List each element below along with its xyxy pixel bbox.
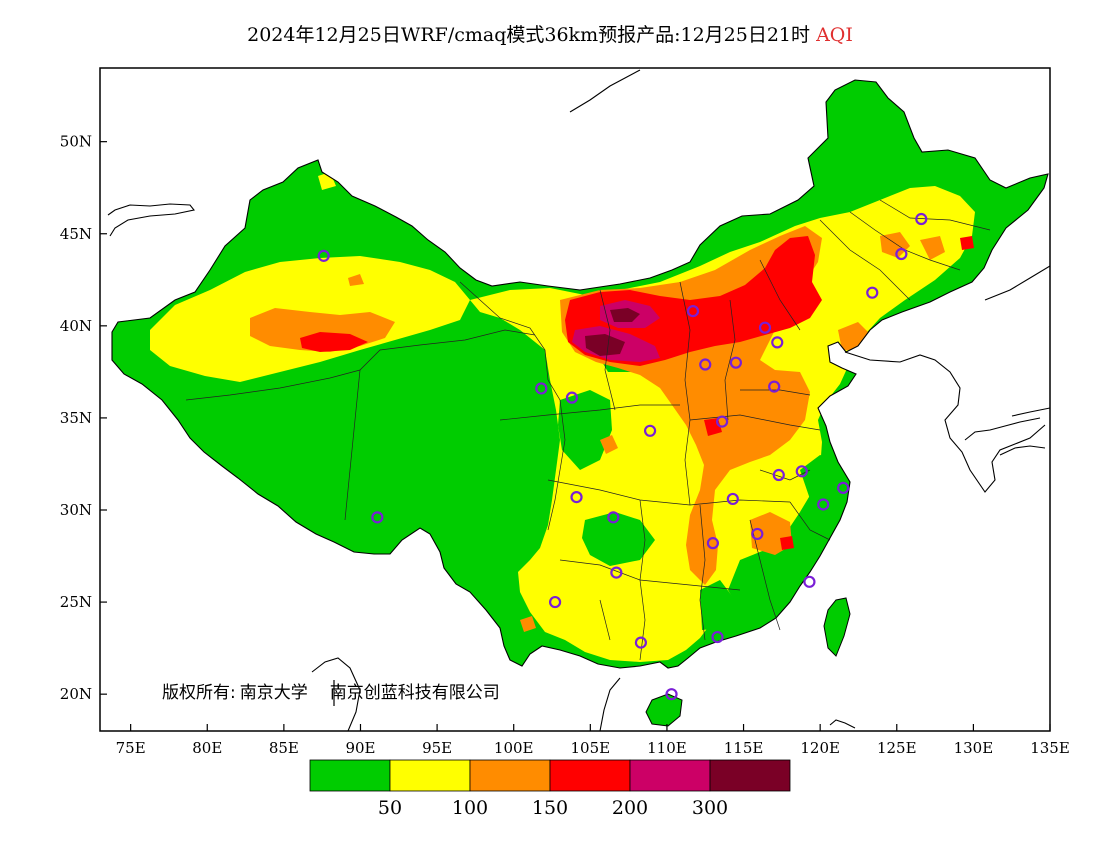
station-marker bbox=[371, 511, 384, 524]
lon-tick-label: 80E bbox=[192, 739, 222, 757]
station-marker bbox=[895, 247, 908, 261]
station-marker bbox=[837, 481, 850, 494]
map-frame bbox=[99, 67, 1051, 732]
station-marker bbox=[726, 492, 739, 506]
lon-tick-label: 125E bbox=[877, 739, 917, 757]
station-marker bbox=[795, 465, 808, 478]
lat-tick-label: 35N bbox=[60, 409, 92, 427]
station-marker bbox=[535, 382, 548, 395]
colorbar-label: 300 bbox=[692, 797, 728, 819]
province-borders bbox=[185, 199, 991, 661]
station-marker bbox=[817, 498, 830, 511]
lat-tick-label: 40N bbox=[60, 317, 92, 335]
station-marker bbox=[565, 391, 579, 404]
title-main: 2024年12月25日WRF/cmaq模式36km预报产品:12月25日21时 bbox=[247, 24, 811, 46]
lat-tick-label: 45N bbox=[60, 225, 92, 243]
credit-org2: 南京创蓝科技有限公司 bbox=[330, 683, 500, 703]
station-marker bbox=[751, 527, 764, 541]
station-marker bbox=[803, 575, 816, 588]
lat-tick-label: 20N bbox=[60, 685, 92, 703]
aqi-dark-zones bbox=[585, 308, 640, 356]
credit-org1: 南京大学 bbox=[240, 683, 308, 703]
lat-tick-label: 50N bbox=[60, 133, 92, 151]
lat-tick-label: 25N bbox=[60, 593, 92, 611]
lon-tick-label: 120E bbox=[800, 739, 840, 757]
station-marker bbox=[665, 688, 678, 701]
surrounding-coastlines bbox=[107, 69, 1050, 731]
station-marker bbox=[771, 336, 784, 349]
hainan-island bbox=[645, 693, 683, 727]
station-marker bbox=[610, 566, 623, 579]
colorbar-swatch bbox=[469, 759, 551, 792]
lon-tick-label: 135E bbox=[1030, 739, 1070, 757]
station-marker bbox=[570, 491, 583, 504]
colorbar-swatch bbox=[549, 759, 631, 792]
lon-tick-label: 105E bbox=[571, 739, 611, 757]
station-marker bbox=[317, 249, 330, 262]
lon-tick-label: 115E bbox=[724, 739, 764, 757]
longitude-axis: 75E 80E 85E 90E 95E 100E 105E 110E 115E 120E 125E 1… bbox=[116, 724, 1070, 757]
aqi-colorbar: 50 100 150 200 300 bbox=[309, 759, 791, 819]
station-marker bbox=[915, 212, 928, 226]
station-marker bbox=[686, 305, 700, 318]
colorbar-swatch bbox=[709, 759, 791, 792]
latitude-axis: 50N 45N 40N 35N 30N 25N 20N bbox=[60, 133, 107, 703]
station-marker bbox=[768, 380, 781, 393]
station-marker bbox=[706, 537, 720, 550]
credit-text: 版权所有: 南京大学 南京创蓝科技有限公司 bbox=[162, 683, 500, 703]
station-marker bbox=[772, 468, 785, 482]
station-marker bbox=[758, 321, 772, 334]
taiwan-island bbox=[823, 597, 851, 657]
credit-owner-label: 版权所有: bbox=[162, 683, 236, 703]
station-marker bbox=[643, 424, 657, 437]
lon-tick-label: 130E bbox=[954, 739, 994, 757]
station-marker bbox=[699, 358, 712, 371]
colorbar-label: 100 bbox=[452, 797, 488, 819]
title-variable: AQI bbox=[816, 24, 853, 46]
lon-tick-label: 110E bbox=[647, 739, 687, 757]
lon-tick-label: 100E bbox=[494, 739, 534, 757]
colorbar-label: 150 bbox=[532, 797, 568, 819]
station-marker bbox=[634, 636, 647, 649]
lon-tick-label: 90E bbox=[345, 739, 375, 757]
station-marker bbox=[607, 511, 620, 524]
station-marker bbox=[711, 630, 724, 644]
colorbar-label: 50 bbox=[378, 797, 402, 819]
station-markers bbox=[317, 212, 928, 701]
colorbar-label: 200 bbox=[612, 797, 648, 819]
station-marker bbox=[866, 286, 879, 299]
station-marker bbox=[548, 595, 562, 609]
station-marker bbox=[729, 356, 742, 369]
colorbar-swatch bbox=[629, 759, 711, 792]
lat-tick-label: 30N bbox=[60, 501, 92, 519]
lon-tick-label: 75E bbox=[116, 739, 146, 757]
colorbar-swatch bbox=[309, 759, 391, 792]
lon-tick-label: 85E bbox=[269, 739, 299, 757]
colorbar-swatch bbox=[389, 759, 471, 792]
lon-tick-label: 95E bbox=[422, 739, 452, 757]
map-title: 2024年12月25日WRF/cmaq模式36km预报产品:12月25日21时 … bbox=[0, 20, 1100, 47]
station-marker bbox=[715, 415, 729, 428]
